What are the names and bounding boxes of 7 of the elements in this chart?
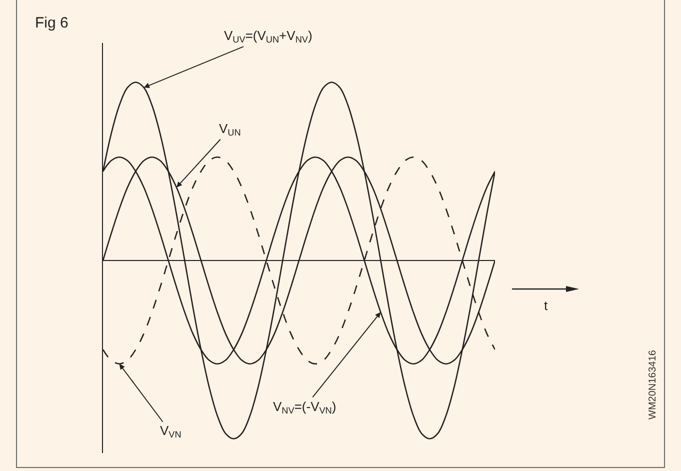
text: V$_{NV}$=(-V$_{VN}$)	[273, 399, 336, 416]
text: V$_{UN}$	[219, 121, 241, 138]
chart-title: Fig 6	[35, 14, 68, 32]
text: WM20N163416	[648, 350, 658, 420]
x-axis-title: t	[544, 298, 548, 313]
text: V$_{UV}$=(V$_{UN}$+V$_{NV}$)	[224, 28, 312, 45]
text: V$_{VN}$	[160, 423, 182, 440]
